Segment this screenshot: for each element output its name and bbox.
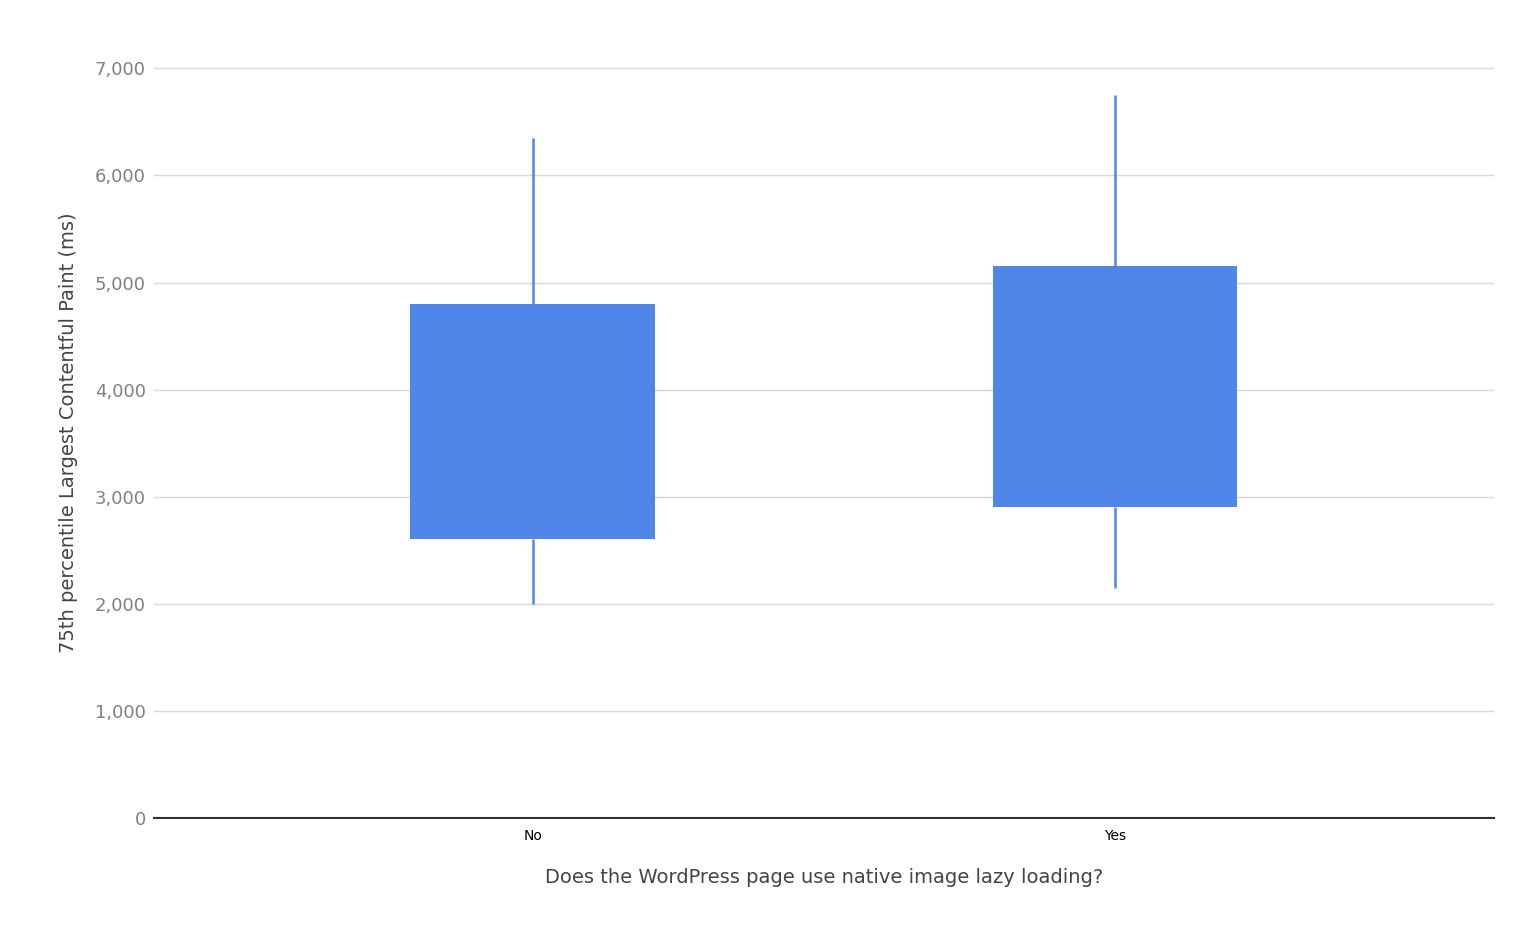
- Y-axis label: 75th percentile Largest Contentful Paint (ms): 75th percentile Largest Contentful Paint…: [59, 212, 79, 652]
- Bar: [993, 266, 1238, 508]
- X-axis label: Does the WordPress page use native image lazy loading?: Does the WordPress page use native image…: [545, 868, 1103, 887]
- Bar: [410, 304, 654, 540]
